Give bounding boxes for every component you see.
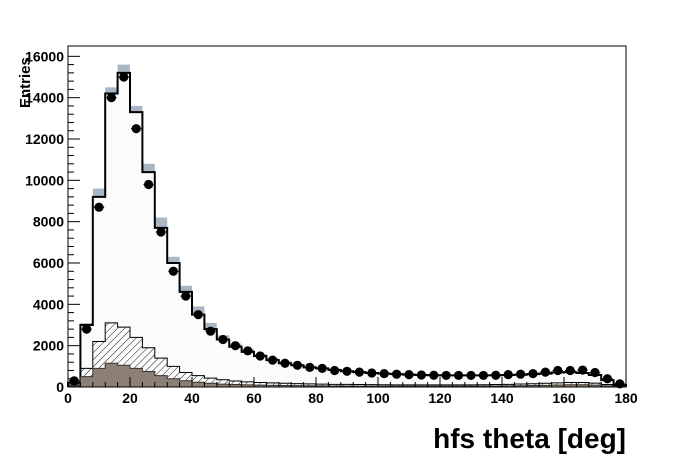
data-point xyxy=(69,376,79,386)
data-point xyxy=(106,93,116,103)
data-point xyxy=(144,179,154,190)
grey-band-bin xyxy=(130,105,143,115)
x-tick-label: 20 xyxy=(122,390,138,406)
data-point xyxy=(578,365,588,375)
x-tick-label: 180 xyxy=(614,390,638,406)
y-tick-label: 2000 xyxy=(33,338,64,354)
data-points-layer xyxy=(69,72,625,389)
axes: 0 20 40 60 80 100 120 140 160 180 0 2000 4000 6000 800… xyxy=(25,46,638,406)
data-point xyxy=(540,367,551,377)
data-point xyxy=(379,368,389,379)
data-point xyxy=(478,370,488,381)
x-tick-label: 140 xyxy=(490,390,514,406)
x-tick-label: 40 xyxy=(184,390,200,406)
grey-band-bin xyxy=(105,87,118,97)
x-tick-label: 120 xyxy=(428,390,452,406)
y-tick-label: 4000 xyxy=(33,296,64,312)
data-point xyxy=(553,365,563,376)
data-point xyxy=(516,369,526,379)
data-point xyxy=(94,202,104,212)
grey-band-bin xyxy=(142,163,155,176)
grey-band-bin xyxy=(179,285,192,295)
y-tick-label: 12000 xyxy=(25,131,64,147)
y-tick-label: 16000 xyxy=(25,48,64,64)
data-point xyxy=(131,124,141,134)
data-point xyxy=(503,370,513,380)
data-point xyxy=(441,370,451,381)
data-point xyxy=(230,341,240,351)
data-point xyxy=(193,310,203,320)
data-point xyxy=(181,291,191,301)
y-tick-label: 14000 xyxy=(25,90,64,106)
y-tick-label: 10000 xyxy=(25,172,64,188)
data-point xyxy=(429,370,439,380)
data-point xyxy=(565,365,575,376)
data-point xyxy=(367,368,377,378)
data-point xyxy=(280,358,290,368)
grey-band-bin xyxy=(92,188,106,201)
data-point xyxy=(466,370,476,381)
x-tick-label: 100 xyxy=(366,390,390,406)
x-axis-title: hfs theta [deg] xyxy=(433,423,626,454)
data-point xyxy=(168,266,178,276)
x-tick-label: 160 xyxy=(552,390,576,406)
y-tick-label: 8000 xyxy=(33,214,64,230)
grey-band-bin xyxy=(117,64,130,77)
data-point xyxy=(268,355,278,365)
data-point xyxy=(491,370,501,380)
x-tick-label: 60 xyxy=(246,390,262,406)
data-point xyxy=(255,351,265,361)
y-axis-title: Entries xyxy=(17,57,34,108)
data-point xyxy=(602,374,613,384)
open-histogram-line xyxy=(67,71,627,387)
data-point xyxy=(218,334,228,345)
grey-band-bin xyxy=(167,256,180,266)
y-tick-label: 6000 xyxy=(33,255,64,271)
data-point xyxy=(243,346,253,356)
data-point xyxy=(528,368,538,379)
data-point xyxy=(156,227,166,237)
data-point xyxy=(330,365,340,376)
data-point xyxy=(416,370,426,380)
x-tick-label: 80 xyxy=(308,390,324,406)
y-tick-label: 0 xyxy=(56,379,64,395)
data-point xyxy=(119,72,129,82)
data-point xyxy=(206,326,216,336)
x-tick-label: 0 xyxy=(64,390,72,406)
data-point xyxy=(317,363,327,373)
data-point xyxy=(454,370,464,381)
data-point xyxy=(590,367,600,378)
data-point xyxy=(404,370,414,380)
data-point xyxy=(305,362,315,372)
data-point xyxy=(392,369,402,379)
data-point xyxy=(354,367,364,377)
data-point xyxy=(342,366,352,376)
data-point xyxy=(615,379,625,389)
data-point xyxy=(82,324,92,334)
data-point xyxy=(292,360,302,370)
